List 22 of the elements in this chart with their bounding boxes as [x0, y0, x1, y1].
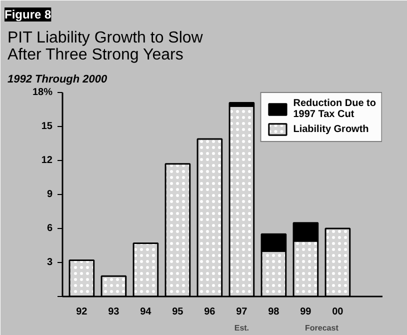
x-tick-label: 94: [140, 306, 152, 318]
y-tick-label: 6: [46, 223, 53, 234]
x-tick-label: 97: [236, 306, 248, 318]
x-tick-label: 93: [108, 306, 120, 318]
legend-label: Liability Growth: [293, 122, 369, 136]
text: Forecast: [305, 324, 339, 332]
y-tick-label: 3: [46, 257, 53, 268]
text: Est.: [234, 324, 250, 332]
y-tick-label: 9: [46, 189, 53, 200]
y-tick-label: 15: [41, 121, 53, 132]
chart-subtitle: 1992 Through 2000: [8, 74, 108, 86]
x-tick-label: 00: [332, 306, 344, 318]
y-tick-label: 12: [41, 155, 53, 166]
x-tick-label: 99: [300, 306, 312, 318]
x-tick-label: 92: [76, 306, 88, 318]
chart-title: PIT Liability Growth to Slow After Three Strong Years: [8, 30, 204, 64]
y-tick-label: 18%: [32, 87, 53, 98]
x-tick-label: 95: [172, 306, 184, 318]
x-tick-label: 96: [204, 306, 216, 318]
caption: Figure 8: [4, 8, 52, 22]
x-tick-label: 98: [268, 306, 280, 318]
legend-label: Reduction Due to 1997 Tax Cut: [293, 98, 376, 120]
